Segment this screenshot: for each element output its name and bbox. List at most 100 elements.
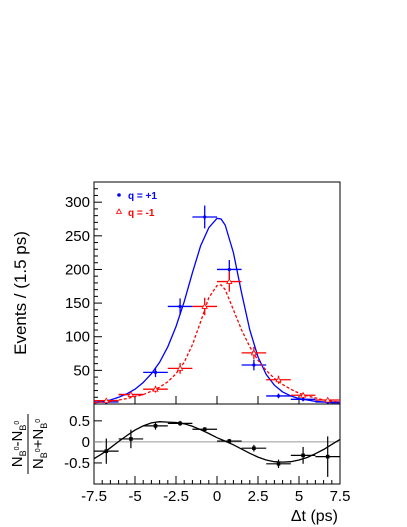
data-point-q-minus: [94, 397, 119, 404]
marker: [301, 397, 305, 401]
lower-y-tick-label: 0.5: [69, 413, 90, 430]
lower-series-layer: [93, 420, 341, 477]
marker: [202, 427, 207, 432]
data-point-q-minus: [143, 385, 168, 393]
lower-panel: -0.500.5 -7.5 -5 -2.5 0 2.5 5 7.5 Δt (ps) NB0-…: [9, 403, 350, 525]
marker: [301, 453, 305, 458]
ylabel-den-sup1: 0: [35, 448, 42, 452]
marker: [252, 363, 256, 367]
marker: [276, 394, 281, 398]
ylabel-num-sup1: 0: [14, 446, 21, 450]
asymmetry-data-point: [266, 459, 291, 468]
marker: [127, 391, 135, 397]
marker: [276, 461, 281, 466]
lower-y-axis: -0.5 0 0.5: [64, 413, 102, 472]
asymmetry-data-point: [192, 427, 217, 432]
data-point-q-minus: [217, 271, 242, 292]
marker: [104, 449, 109, 453]
marker: [178, 421, 182, 426]
data-point-q-minus: [290, 391, 316, 398]
data-point-q-plus: [266, 393, 291, 399]
marker: [153, 424, 158, 428]
marker: [178, 304, 182, 309]
asymmetry-data-point: [143, 422, 168, 430]
data-point-q-plus: [192, 205, 217, 229]
data-point-q-plus: [143, 367, 168, 378]
ylabel-num-main: N: [9, 456, 26, 467]
upper-y-axis: 50 100 150 200 250 300: [65, 188, 341, 404]
fit-curve-q-minus: [93, 284, 341, 404]
marker: [275, 376, 282, 383]
x-axis: -7.5 -5 -2.5 0 2.5 5 7.5: [81, 476, 350, 505]
asymmetry-data-point: [94, 438, 119, 464]
lower-y-axis-label-denominator: NB0+NB0: [30, 419, 49, 469]
upper-y-tick-label: 100: [65, 329, 90, 346]
ylabel-num-sub2: B: [18, 425, 28, 431]
marker: [299, 391, 307, 398]
marker: [250, 349, 258, 356]
legend: q = +1 q = -1: [115, 191, 157, 219]
x-tick-label: 2.5: [248, 488, 269, 505]
x-tick-label: -2.5: [163, 488, 189, 505]
ylabel-den-sub1: B: [39, 452, 49, 458]
x-axis-label: Δt (ps): [291, 508, 338, 525]
legend-marker-q-minus: [115, 208, 123, 214]
fit-curve-q-plus: [93, 217, 340, 404]
data-point-q-minus: [266, 375, 291, 384]
data-point-q-minus: [315, 396, 340, 403]
asymmetry-data-point: [167, 420, 193, 426]
marker: [129, 437, 133, 441]
ylabel-num-sup2: 0: [14, 421, 21, 425]
upper-y-tick-label: 200: [65, 261, 90, 278]
lower-y-axis-label-numerator: NB0-NB0: [9, 421, 28, 468]
marker: [203, 215, 207, 219]
legend-marker-q-plus: [117, 193, 121, 197]
ylabel-num-sub1: B: [18, 450, 28, 456]
legend-label-q-plus: q = +1: [128, 191, 157, 202]
marker: [324, 396, 331, 403]
marker: [152, 385, 159, 392]
lower-y-axis-label: NB0-NB0 NB0+NB0: [9, 414, 49, 474]
upper-y-tick-label: 300: [65, 194, 90, 211]
ylabel-den-main: N: [30, 458, 47, 469]
asymmetry-data-point: [290, 446, 316, 464]
data-point-q-minus: [118, 391, 144, 398]
ylabel-den-sep: +N: [30, 429, 47, 449]
data-point-q-minus: [167, 362, 193, 374]
marker: [176, 365, 184, 371]
upper-series-layer: [93, 205, 341, 404]
data-point-q-plus: [167, 298, 193, 315]
x-tick-label: 5: [295, 488, 303, 505]
asymmetry-data-point: [315, 436, 340, 477]
ylabel-den-sup2: 0: [35, 419, 42, 423]
asymmetry-fit-curve: [93, 421, 341, 463]
asymmetry-data-point: [217, 438, 242, 444]
data-point-q-minus: [241, 346, 267, 359]
marker: [227, 267, 231, 272]
ylabel-num-sep: -N: [9, 431, 26, 447]
marker: [252, 446, 256, 451]
upper-y-axis-label: Events / (1.5 ps): [11, 231, 30, 355]
marker: [103, 397, 110, 404]
asymmetry-data-point: [118, 429, 144, 449]
x-tick-label: -5: [128, 488, 141, 505]
marker: [226, 278, 233, 284]
marker: [153, 370, 158, 374]
upper-y-tick-label: 250: [65, 228, 90, 245]
x-tick-label: 7.5: [330, 488, 351, 505]
upper-y-tick-label: 150: [65, 295, 90, 312]
marker: [201, 303, 208, 309]
marker: [325, 454, 330, 459]
data-point-q-minus: [192, 297, 217, 316]
ylabel-den-sub2: B: [39, 423, 49, 429]
lower-y-tick-label: 0: [82, 434, 90, 451]
marker: [227, 439, 232, 443]
legend-label-q-minus: q = -1: [128, 208, 155, 219]
asymmetry-data-point: [241, 444, 267, 452]
upper-y-tick-label: 50: [73, 362, 90, 379]
x-tick-label: 0: [213, 488, 221, 505]
x-tick-label: -7.5: [81, 488, 107, 505]
upper-panel: 50 100 150 200 250 300 q = +1 q = -1 Events / …: [11, 181, 341, 405]
lower-y-tick-label: -0.5: [64, 455, 90, 472]
